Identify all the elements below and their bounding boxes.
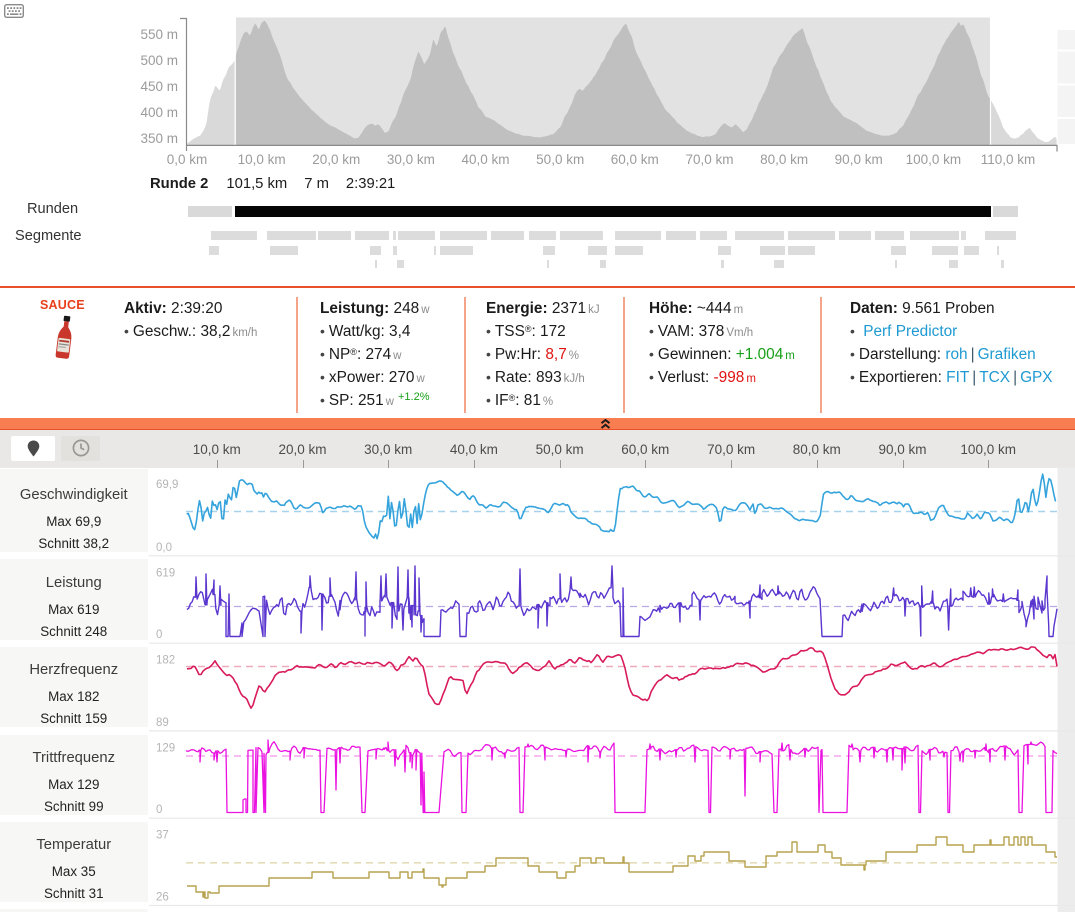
svg-text:50,0 km: 50,0 km	[536, 152, 584, 167]
svg-text:26: 26	[156, 892, 169, 904]
svg-text:69,9: 69,9	[156, 479, 178, 491]
svg-text:550 m: 550 m	[140, 27, 178, 42]
svg-text:350 m: 350 m	[140, 131, 178, 146]
svg-text:60,0 km: 60,0 km	[611, 152, 659, 167]
svg-text:80,0 km: 80,0 km	[760, 152, 808, 167]
svg-text:90,0 km: 90,0 km	[835, 152, 883, 167]
svg-text:0: 0	[156, 804, 162, 816]
svg-text:182: 182	[156, 655, 175, 667]
svg-text:0: 0	[156, 629, 162, 641]
svg-text:500 m: 500 m	[140, 53, 178, 68]
svg-text:40,0 km: 40,0 km	[461, 152, 509, 167]
svg-text:0,0 km: 0,0 km	[167, 152, 208, 167]
svg-text:10,0 km: 10,0 km	[238, 152, 286, 167]
svg-text:30,0 km: 30,0 km	[387, 152, 435, 167]
svg-text:129: 129	[156, 742, 175, 754]
svg-text:20,0 km: 20,0 km	[312, 152, 360, 167]
svg-text:400 m: 400 m	[140, 105, 178, 120]
svg-text:0,0: 0,0	[156, 542, 172, 554]
svg-text:37: 37	[156, 830, 169, 842]
svg-text:100,0 km: 100,0 km	[906, 152, 962, 167]
svg-text:110,0 km: 110,0 km	[981, 152, 1036, 167]
svg-text:70,0 km: 70,0 km	[685, 152, 733, 167]
svg-text:89: 89	[156, 717, 169, 729]
svg-text:619: 619	[156, 567, 175, 579]
svg-text:450 m: 450 m	[140, 79, 178, 94]
